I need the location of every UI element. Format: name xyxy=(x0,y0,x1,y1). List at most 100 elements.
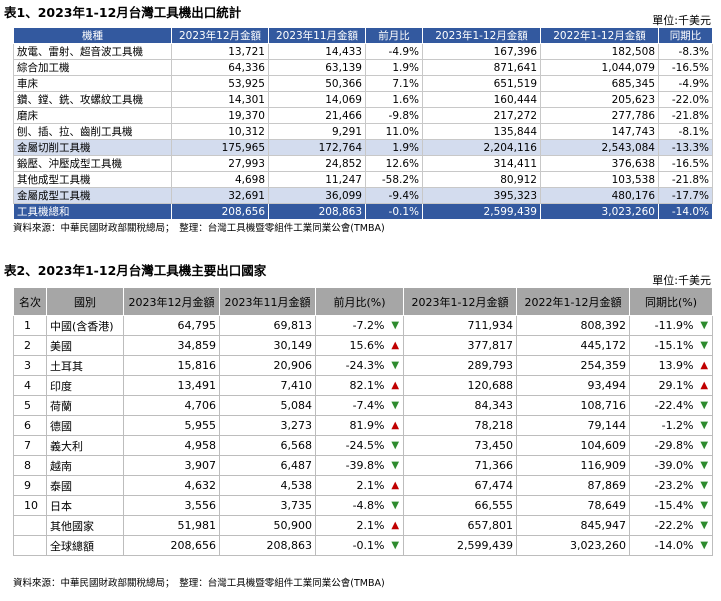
table2-value-cell: 3,735 xyxy=(219,495,316,516)
table2-row: 1 中國(含香港) 64,795 69,813 -7.2% ▼ 711,934 808,392… xyxy=(13,315,714,336)
table2-row: 8 越南 3,907 6,487 -39.8% ▼ 71,366 116,909 -39.0% ▼ xyxy=(13,455,714,476)
table2-yoy-cell: -23.2% xyxy=(629,475,697,496)
table2-source: 資料來源：中華民國財政部關稅總局； 整理：台灣工具機暨零組件工業同業公會(TMB… xyxy=(13,578,385,589)
table1-value-cell: 14,433 xyxy=(268,43,366,60)
triangle-up-icon: ▲ xyxy=(700,380,709,391)
table2-value-cell: 66,555 xyxy=(403,495,518,516)
table2-rank-cell: 9 xyxy=(13,475,47,496)
table2-header-cell: 前月比(%) xyxy=(314,287,405,316)
table2-row: 9 泰國 4,632 4,538 2.1% ▲ 67,474 87,869 -23.2% ▼ xyxy=(13,475,714,496)
table2-country-cell: 泰國 xyxy=(46,475,124,496)
table1-value-cell: 376,638 xyxy=(540,155,659,172)
table2-yoy-arrow-icon: ▼ xyxy=(696,495,714,516)
triangle-down-icon: ▼ xyxy=(700,500,709,511)
table2-mom-cell: -24.3% xyxy=(315,355,388,376)
table2-country-cell: 越南 xyxy=(46,455,124,476)
table2: 名次 國別 2023年12月金額 2023年11月金額 前月比(%) 2023年1-12月… xyxy=(13,287,714,556)
table2-value-cell: 845,947 xyxy=(516,515,631,536)
table1-row: 車床 53,925 50,366 7.1% 651,519 685,345 -4.9% xyxy=(13,75,713,92)
table1-value-cell: 395,323 xyxy=(422,187,541,204)
table1-value-cell: 64,336 xyxy=(171,59,269,76)
table2-header-row: 名次 國別 2023年12月金額 2023年11月金額 前月比(%) 2023年1-12月… xyxy=(13,287,714,316)
triangle-down-icon: ▼ xyxy=(700,480,709,491)
table2-value-cell: 711,934 xyxy=(403,315,518,336)
table2-row: 5 荷蘭 4,706 5,084 -7.4% ▼ 84,343 108,716 -22.4% ▼ xyxy=(13,395,714,416)
table1-value-cell: 480,176 xyxy=(540,187,659,204)
table2-mom-arrow-icon: ▲ xyxy=(387,415,405,436)
table1-value-cell: -4.9% xyxy=(658,75,713,92)
table2-mom-arrow-icon: ▼ xyxy=(387,355,405,376)
table1-category-cell: 金屬切削工具機 xyxy=(13,139,172,156)
triangle-down-icon: ▼ xyxy=(391,540,400,551)
table1-value-cell: 147,743 xyxy=(540,123,659,140)
table1-value-cell: 685,345 xyxy=(540,75,659,92)
table2-mom-cell: 81.9% xyxy=(315,415,388,436)
table2-header-cell: 名次 xyxy=(13,287,47,316)
table1-title: 表1、2023年1-12月台灣工具機出口統計 xyxy=(4,5,242,20)
table2-title: 表2、2023年1-12月台灣工具機主要出口國家 xyxy=(4,263,267,278)
table2-header-cell: 國別 xyxy=(46,287,124,316)
table2-value-cell: 377,817 xyxy=(403,335,518,356)
table2-value-cell: 4,958 xyxy=(123,435,220,456)
table1-value-cell: 1,044,079 xyxy=(540,59,659,76)
table2-yoy-cell: 29.1% xyxy=(629,375,697,396)
table2-rank-cell xyxy=(13,535,47,556)
table1-category-cell: 鍛壓、沖壓成型工具機 xyxy=(13,155,172,172)
triangle-down-icon: ▼ xyxy=(700,400,709,411)
table1-category-cell: 其他成型工具機 xyxy=(13,171,172,188)
table2-country-cell: 荷蘭 xyxy=(46,395,124,416)
triangle-down-icon: ▼ xyxy=(391,400,400,411)
table1-value-cell: 651,519 xyxy=(422,75,541,92)
table1-value-cell: 9,291 xyxy=(268,123,366,140)
table2-yoy-cell: -29.8% xyxy=(629,435,697,456)
table1-value-cell: 2,204,116 xyxy=(422,139,541,156)
table2-rank-cell xyxy=(13,515,47,536)
table2-value-cell: 71,366 xyxy=(403,455,518,476)
table2-row: 10 日本 3,556 3,735 -4.8% ▼ 66,555 78,649 -15.4% ▼ xyxy=(13,495,714,516)
table2-mom-cell: -7.2% xyxy=(315,315,388,336)
triangle-down-icon: ▼ xyxy=(391,460,400,471)
table2-value-cell: 67,474 xyxy=(403,475,518,496)
table1: 機種 2023年12月金額 2023年11月金額 前月比 2023年1-12月金額 202… xyxy=(13,27,713,220)
table1-value-cell: 2,599,439 xyxy=(422,203,541,220)
table2-header-cell: 同期比(%) xyxy=(629,287,714,316)
table1-header-cell: 2022年1-12月金額 xyxy=(540,27,659,44)
table1-category-cell: 車床 xyxy=(13,75,172,92)
table1-value-cell: -16.5% xyxy=(658,155,713,172)
table2-row: 3 土耳其 15,816 20,906 -24.3% ▼ 289,793 254,359 13.… xyxy=(13,355,714,376)
table2-yoy-arrow-icon: ▼ xyxy=(696,335,714,356)
table2-value-cell: 657,801 xyxy=(403,515,518,536)
table1-value-cell: 19,370 xyxy=(171,107,269,124)
table1-value-cell: 13,721 xyxy=(171,43,269,60)
table1-value-cell: 167,396 xyxy=(422,43,541,60)
table1-header-cell: 2023年12月金額 xyxy=(171,27,269,44)
table2-yoy-arrow-icon: ▲ xyxy=(696,375,714,396)
table2-rank-cell: 10 xyxy=(13,495,47,516)
table2-value-cell: 15,816 xyxy=(123,355,220,376)
triangle-up-icon: ▲ xyxy=(391,420,400,431)
triangle-down-icon: ▼ xyxy=(391,320,400,331)
table2-yoy-arrow-icon: ▼ xyxy=(696,535,714,556)
table2-yoy-arrow-icon: ▼ xyxy=(696,435,714,456)
table2-value-cell: 13,491 xyxy=(123,375,220,396)
table1-value-cell: 50,366 xyxy=(268,75,366,92)
table2-value-cell: 84,343 xyxy=(403,395,518,416)
table2-value-cell: 20,906 xyxy=(219,355,316,376)
table2-yoy-cell: -39.0% xyxy=(629,455,697,476)
triangle-up-icon: ▲ xyxy=(700,360,709,371)
table1-value-cell: -22.0% xyxy=(658,91,713,108)
table1-category-cell: 鑽、鏜、銑、攻螺紋工具機 xyxy=(13,91,172,108)
table1-value-cell: 135,844 xyxy=(422,123,541,140)
table1-value-cell: -21.8% xyxy=(658,171,713,188)
table1-value-cell: 14,069 xyxy=(268,91,366,108)
table2-yoy-cell: -15.4% xyxy=(629,495,697,516)
table2-header-cell: 2023年1-12月金額 xyxy=(403,287,518,316)
table1-category-cell: 工具機總和 xyxy=(13,203,172,220)
table2-body: 1 中國(含香港) 64,795 69,813 -7.2% ▼ 711,934 808,392… xyxy=(13,315,714,556)
table2-row: 6 德國 5,955 3,273 81.9% ▲ 78,218 79,144 -1.2% ▼ xyxy=(13,415,714,436)
table2-country-cell: 義大利 xyxy=(46,435,124,456)
table2-mom-arrow-icon: ▲ xyxy=(387,475,405,496)
table1-value-cell: 24,852 xyxy=(268,155,366,172)
table2-yoy-cell: -15.1% xyxy=(629,335,697,356)
table2-header-cell: 2022年1-12月金額 xyxy=(516,287,631,316)
